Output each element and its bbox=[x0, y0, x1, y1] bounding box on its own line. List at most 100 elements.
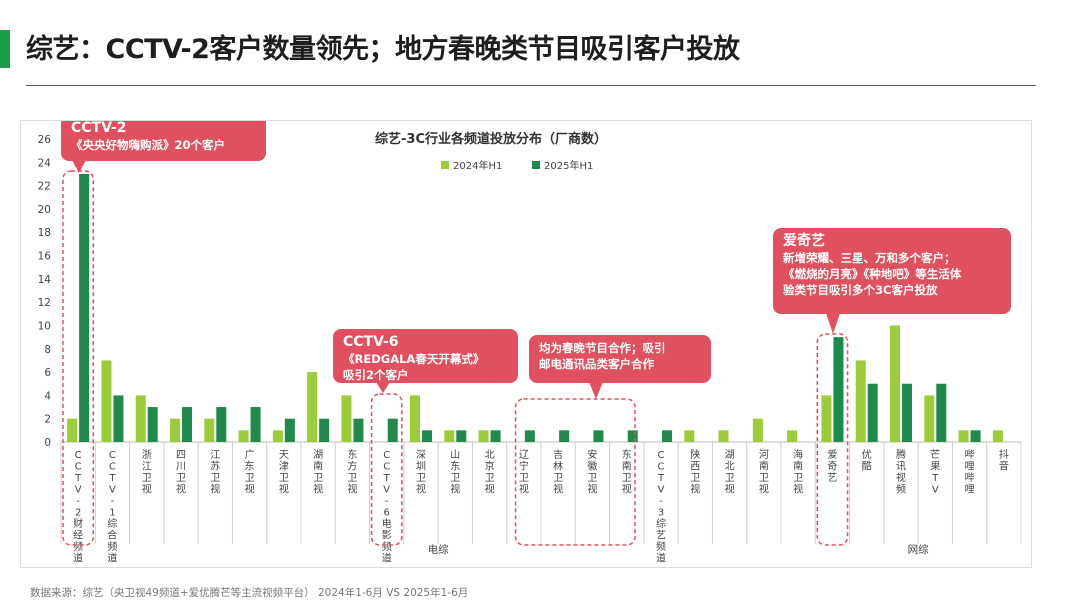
x-tick-label-char: 北 bbox=[485, 449, 495, 461]
bar-2025h1 bbox=[147, 407, 158, 442]
x-tick-label-char: 四 bbox=[176, 450, 186, 461]
x-tick-label-char: 宁 bbox=[519, 460, 529, 473]
bar-2024h1 bbox=[478, 430, 489, 442]
x-tick-label-char: T bbox=[657, 473, 665, 484]
x-tick-label-char: 视 bbox=[519, 483, 529, 496]
chart-panel: 0 2 4 6 8 10 12 14 16 18 20 22 24 26 综艺-3C行业各频道投放分布（厂商… bbox=[20, 120, 1032, 568]
x-tick-label-char: 视 bbox=[587, 483, 597, 496]
bar-2024h1 bbox=[821, 395, 832, 442]
x-tick-label-char: 视 bbox=[347, 483, 357, 496]
bar-2024h1 bbox=[718, 430, 729, 442]
x-tick-label-char: 视 bbox=[210, 483, 220, 496]
x-tick-label-char: 财 bbox=[73, 517, 83, 530]
bar-2025h1 bbox=[936, 383, 947, 442]
callout-spring-gala-pointer bbox=[589, 382, 603, 399]
y-tick-label: 0 bbox=[44, 437, 51, 449]
x-tick-label-char: 圳 bbox=[416, 461, 426, 473]
x-tick-label-char: 爱 bbox=[827, 448, 837, 461]
x-tick-label-char: 卫 bbox=[622, 473, 632, 484]
bar-2025h1 bbox=[833, 337, 844, 442]
x-tick-label-char: 经 bbox=[73, 529, 83, 542]
x-tick-label-char: 视 bbox=[279, 483, 289, 496]
bar-2024h1 bbox=[752, 418, 763, 442]
x-tick-label-char: 3 bbox=[658, 508, 664, 519]
x-tick-label-char: 东 bbox=[245, 460, 255, 473]
callout-cctv6-text: 《REDGALA春天开幕式》 bbox=[343, 352, 484, 366]
title-divider bbox=[26, 85, 1036, 86]
x-tick-label-char: 视 bbox=[245, 483, 255, 496]
x-tick-label-char: 视 bbox=[622, 483, 632, 496]
x-tick-label-char: 视 bbox=[485, 483, 495, 496]
x-tick-label-char: 讯 bbox=[896, 461, 906, 473]
x-tick-label-char: 视 bbox=[793, 483, 803, 496]
bar-2024h1 bbox=[410, 395, 420, 442]
callout-iqiyi-text: 《燃烧的月亮》《种地吧》等生活体 bbox=[783, 267, 962, 281]
x-tick-label-char: C bbox=[658, 450, 665, 461]
y-tick-label: 20 bbox=[38, 204, 51, 216]
x-tick-label-char: 酷 bbox=[862, 461, 872, 473]
x-tick-label-char: 吉 bbox=[553, 449, 563, 461]
x-tick-label-char: 芒 bbox=[930, 448, 940, 461]
x-tick-label-char: 奇 bbox=[827, 460, 837, 473]
x-tick-label-char: 川 bbox=[176, 462, 186, 473]
bar-2025h1 bbox=[867, 383, 878, 442]
callout-spring-gala-text: 均为春晚节目合作；吸引 bbox=[539, 341, 666, 355]
bar-2025h1 bbox=[319, 418, 330, 442]
y-tick-label: 18 bbox=[38, 227, 51, 239]
x-tick-label-char: 视 bbox=[759, 483, 769, 496]
bar-2025h1 bbox=[182, 407, 192, 442]
x-tick-label-char: 湖 bbox=[313, 449, 323, 461]
x-tick-label-char: 视 bbox=[725, 483, 735, 496]
x-tick-label-char: 卫 bbox=[245, 473, 255, 484]
x-tick-label-char: 视 bbox=[176, 483, 186, 496]
x-tick-label-char: 综 bbox=[107, 517, 117, 530]
x-tick-label-char: 南 bbox=[759, 460, 769, 473]
x-tick-label-char: 视 bbox=[896, 471, 906, 484]
x-tick-label-char: - bbox=[76, 496, 80, 507]
x-tick-label-char: 视 bbox=[690, 483, 700, 496]
callout-cctv2-pointer bbox=[72, 160, 86, 173]
x-tick-label-char: 频 bbox=[382, 540, 392, 553]
bar-2025h1 bbox=[284, 418, 295, 442]
bar-2025h1 bbox=[353, 418, 364, 442]
bar-2025h1 bbox=[970, 430, 981, 442]
bar-2024h1 bbox=[170, 418, 180, 442]
callout-cctv2-text: 《央央好物嗨购派》20个客户 bbox=[71, 138, 225, 152]
bar-2024h1 bbox=[684, 430, 695, 442]
legend-label: 2024年H1 bbox=[453, 159, 502, 172]
x-tick-label-char: 卫 bbox=[347, 473, 357, 484]
x-tick-label-char: 东 bbox=[622, 448, 632, 461]
x-tick-label-char: 卫 bbox=[142, 473, 152, 484]
highlight-box-cctv6 bbox=[370, 393, 403, 546]
bar-2024h1 bbox=[992, 430, 1003, 442]
x-tick-label-char: 道 bbox=[73, 552, 83, 565]
bar-2024h1 bbox=[444, 430, 455, 442]
x-tick-label-char: 道 bbox=[382, 552, 392, 565]
x-tick-label-char: 综 bbox=[656, 517, 666, 530]
x-tick-label-char: 卫 bbox=[759, 473, 769, 484]
callout-iqiyi-title: 爱奇艺 bbox=[783, 232, 825, 249]
x-tick-label-char: 卫 bbox=[553, 473, 563, 484]
x-tick-label-char: 1 bbox=[109, 508, 115, 519]
x-tick-label-char: 卫 bbox=[793, 473, 803, 484]
callout-spring-gala bbox=[529, 335, 711, 383]
x-tick-label-char: - bbox=[659, 496, 663, 507]
x-tick-label-char: 深 bbox=[416, 449, 426, 461]
x-tick-label-char: 艺 bbox=[827, 472, 837, 484]
x-tick-label-char: 抖 bbox=[999, 448, 1009, 461]
x-tick-label-char: 津 bbox=[279, 461, 289, 473]
x-tick-label-char: C bbox=[383, 462, 390, 473]
chart-title: 综艺-3C行业各频道投放分布（厂商数） bbox=[375, 131, 607, 147]
x-tick-label-char: 视 bbox=[313, 483, 323, 496]
x-tick-label-char: 湖 bbox=[725, 449, 735, 461]
bar-2025h1 bbox=[559, 430, 570, 442]
x-tick-label-char: 频 bbox=[107, 540, 117, 553]
callout-iqiyi-text: 新增荣耀、三星、万和多个客户； bbox=[783, 251, 956, 265]
x-tick-label-char: 哩 bbox=[965, 484, 975, 496]
x-tick-label-char: 果 bbox=[930, 461, 940, 473]
x-tick-label-char: C bbox=[109, 450, 116, 461]
x-tick-label-char: 2 bbox=[75, 508, 81, 519]
x-tick-label-char: 江 bbox=[210, 449, 220, 461]
x-tick-label-char: V bbox=[658, 485, 665, 496]
